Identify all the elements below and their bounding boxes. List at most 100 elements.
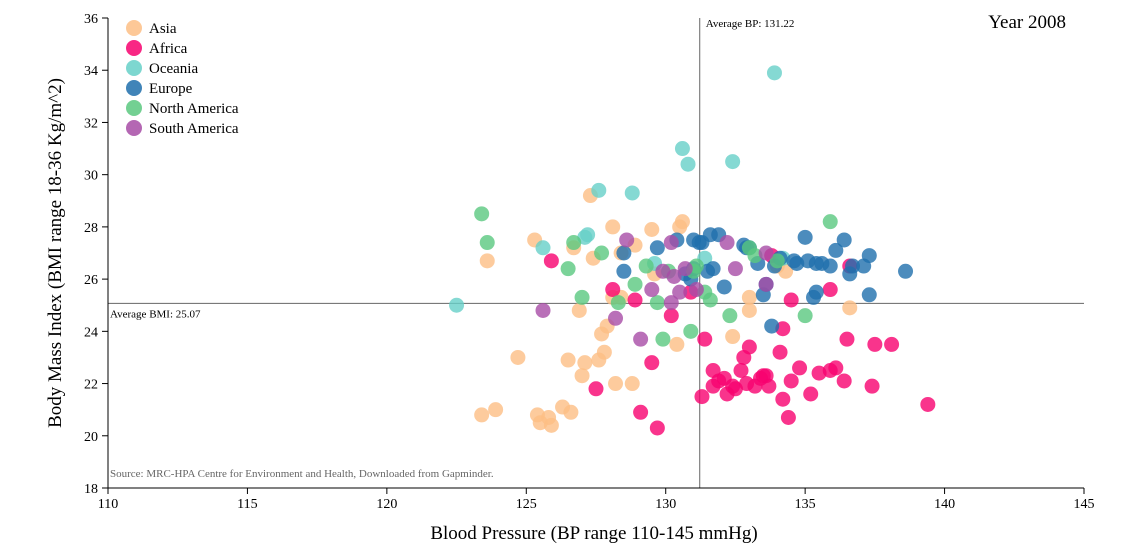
- data-point-oceania[interactable]: [449, 297, 465, 313]
- data-point-north-america[interactable]: [574, 289, 590, 305]
- data-point-north-america[interactable]: [610, 295, 626, 311]
- data-point-europe[interactable]: [764, 318, 780, 334]
- data-point-oceania[interactable]: [591, 182, 607, 198]
- data-point-africa[interactable]: [775, 391, 791, 407]
- data-point-europe[interactable]: [616, 245, 632, 261]
- data-point-asia[interactable]: [479, 253, 495, 269]
- data-point-asia[interactable]: [532, 415, 548, 431]
- data-point-africa[interactable]: [649, 420, 665, 436]
- data-point-oceania[interactable]: [766, 65, 782, 81]
- data-point-north-america[interactable]: [566, 235, 582, 251]
- data-point-asia[interactable]: [741, 302, 757, 318]
- data-point-europe[interactable]: [808, 284, 824, 300]
- data-point-south-america[interactable]: [663, 295, 679, 311]
- data-point-africa[interactable]: [697, 331, 713, 347]
- data-point-africa[interactable]: [627, 292, 643, 308]
- data-point-europe[interactable]: [716, 279, 732, 295]
- data-point-asia[interactable]: [674, 214, 690, 230]
- data-point-oceania[interactable]: [680, 156, 696, 172]
- data-point-africa[interactable]: [792, 360, 808, 376]
- data-point-africa[interactable]: [694, 389, 710, 405]
- data-point-africa[interactable]: [780, 410, 796, 425]
- data-point-north-america[interactable]: [655, 331, 671, 347]
- data-point-north-america[interactable]: [822, 214, 838, 230]
- data-point-africa[interactable]: [839, 331, 855, 347]
- data-point-asia[interactable]: [608, 376, 624, 392]
- data-point-asia[interactable]: [574, 368, 590, 384]
- data-point-africa[interactable]: [727, 381, 743, 397]
- data-point-africa[interactable]: [758, 368, 774, 384]
- data-point-north-america[interactable]: [474, 206, 490, 222]
- data-point-south-america[interactable]: [663, 235, 679, 251]
- data-point-africa[interactable]: [920, 396, 936, 412]
- data-point-africa[interactable]: [783, 373, 799, 389]
- data-point-asia[interactable]: [741, 289, 757, 305]
- data-point-africa[interactable]: [822, 282, 838, 298]
- data-point-asia[interactable]: [725, 329, 741, 345]
- data-point-europe[interactable]: [828, 242, 844, 258]
- data-point-asia[interactable]: [560, 352, 576, 368]
- data-point-asia[interactable]: [605, 219, 621, 235]
- data-point-asia[interactable]: [571, 302, 587, 318]
- data-point-asia[interactable]: [596, 344, 612, 360]
- data-point-africa[interactable]: [588, 381, 604, 397]
- data-point-africa[interactable]: [803, 386, 819, 402]
- data-point-asia[interactable]: [488, 402, 504, 418]
- data-point-asia[interactable]: [577, 355, 593, 371]
- data-point-europe[interactable]: [616, 263, 632, 279]
- data-point-south-america[interactable]: [677, 261, 693, 277]
- data-point-asia[interactable]: [644, 222, 660, 237]
- data-point-africa[interactable]: [644, 355, 660, 371]
- data-point-europe[interactable]: [845, 258, 861, 274]
- data-point-africa[interactable]: [663, 308, 679, 324]
- data-point-north-america[interactable]: [683, 323, 699, 339]
- data-point-europe[interactable]: [861, 287, 877, 303]
- data-point-africa[interactable]: [836, 373, 852, 389]
- data-point-africa[interactable]: [633, 404, 649, 420]
- data-point-north-america[interactable]: [722, 308, 738, 324]
- data-point-europe[interactable]: [836, 232, 852, 248]
- data-point-south-america[interactable]: [644, 282, 660, 298]
- data-point-africa[interactable]: [783, 292, 799, 308]
- data-point-north-america[interactable]: [627, 276, 643, 292]
- data-point-south-america[interactable]: [727, 261, 743, 277]
- data-point-oceania[interactable]: [725, 154, 741, 170]
- data-point-europe[interactable]: [649, 240, 665, 256]
- data-point-oceania[interactable]: [624, 185, 640, 201]
- data-point-north-america[interactable]: [769, 253, 785, 269]
- data-point-north-america[interactable]: [702, 292, 718, 308]
- data-point-south-america[interactable]: [688, 282, 704, 298]
- data-point-europe[interactable]: [898, 263, 914, 279]
- data-point-asia[interactable]: [669, 336, 685, 352]
- data-point-africa[interactable]: [864, 378, 880, 394]
- data-point-africa[interactable]: [733, 363, 749, 378]
- data-point-europe[interactable]: [861, 248, 877, 264]
- data-point-europe[interactable]: [797, 229, 813, 245]
- data-point-north-america[interactable]: [797, 308, 813, 324]
- data-point-asia[interactable]: [624, 376, 640, 392]
- data-point-south-america[interactable]: [633, 331, 649, 347]
- data-point-asia[interactable]: [842, 300, 858, 316]
- data-point-north-america[interactable]: [594, 245, 610, 261]
- data-point-north-america[interactable]: [649, 295, 665, 311]
- data-point-oceania[interactable]: [580, 227, 596, 243]
- data-point-south-america[interactable]: [672, 284, 688, 300]
- data-point-africa[interactable]: [772, 344, 788, 360]
- data-point-south-america[interactable]: [535, 302, 551, 318]
- data-point-south-america[interactable]: [666, 269, 682, 284]
- data-point-oceania[interactable]: [674, 141, 690, 157]
- data-point-asia[interactable]: [510, 349, 526, 365]
- data-point-africa[interactable]: [828, 360, 844, 376]
- data-point-oceania[interactable]: [535, 240, 551, 256]
- data-point-south-america[interactable]: [608, 310, 624, 326]
- data-point-north-america[interactable]: [479, 235, 495, 251]
- data-point-africa[interactable]: [605, 282, 621, 298]
- data-point-europe[interactable]: [705, 261, 721, 277]
- data-point-south-america[interactable]: [719, 235, 735, 251]
- data-point-south-america[interactable]: [758, 276, 774, 292]
- data-point-africa[interactable]: [867, 336, 883, 352]
- data-point-africa[interactable]: [741, 339, 757, 355]
- data-point-north-america[interactable]: [560, 261, 576, 277]
- data-point-south-america[interactable]: [655, 263, 671, 279]
- data-point-south-america[interactable]: [758, 245, 774, 261]
